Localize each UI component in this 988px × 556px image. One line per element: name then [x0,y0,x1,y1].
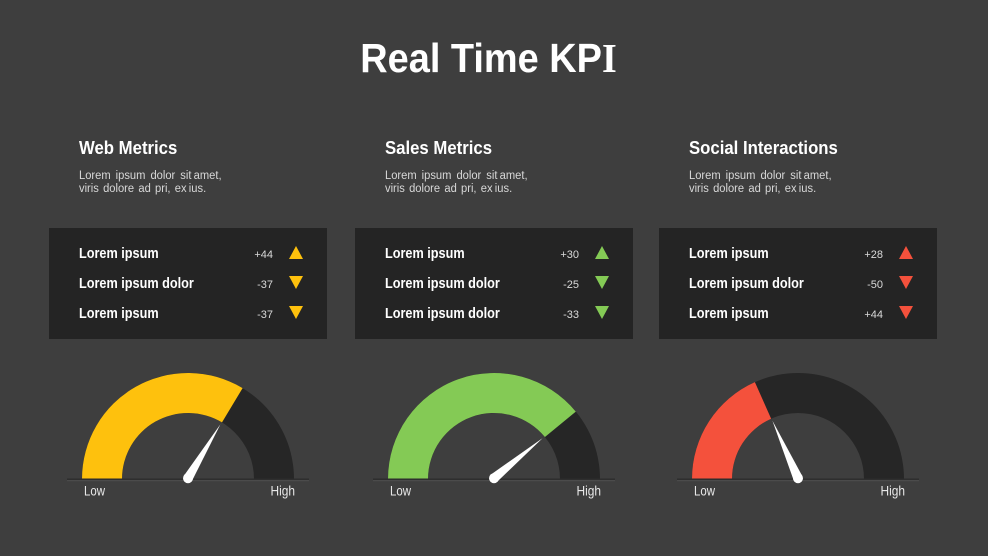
svg-text:Low: Low [84,484,105,499]
svg-text:High: High [271,484,296,499]
svg-text:Low: Low [390,484,411,499]
svg-text:Low: Low [694,484,715,499]
svg-text:High: High [881,484,906,499]
svg-text:High: High [577,484,602,499]
